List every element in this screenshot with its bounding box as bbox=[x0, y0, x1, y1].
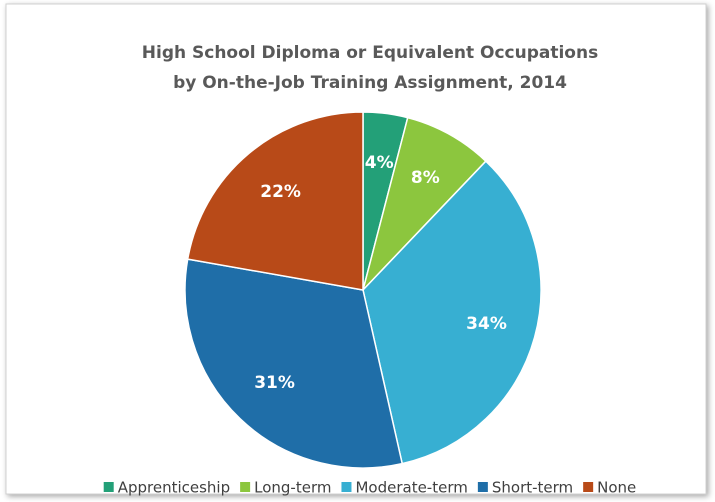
legend-swatch bbox=[240, 482, 251, 492]
legend-label: Apprenticeship bbox=[118, 479, 230, 497]
pie-slice bbox=[184, 258, 404, 469]
data-label: 4% bbox=[365, 153, 394, 173]
chart-title: High School Diploma or Equivalent Occupa… bbox=[142, 43, 598, 63]
legend-label: Short-term bbox=[492, 479, 573, 497]
legend-swatch bbox=[341, 482, 352, 492]
legend-swatch bbox=[477, 482, 488, 492]
data-label: 31% bbox=[254, 373, 295, 393]
pie-slice bbox=[186, 111, 364, 291]
chart-title: by On-the-Job Training Assignment, 2014 bbox=[173, 73, 567, 93]
legend-swatch bbox=[103, 482, 114, 492]
legend-label: Moderate-term bbox=[355, 479, 467, 497]
legend-label: None bbox=[597, 479, 636, 497]
pie-slice bbox=[362, 160, 542, 465]
legend-swatch bbox=[583, 482, 594, 492]
data-label: 8% bbox=[411, 168, 440, 188]
pie-slice bbox=[361, 116, 487, 293]
data-label: 22% bbox=[260, 182, 301, 202]
data-label: 34% bbox=[466, 314, 507, 334]
legend-label: Long-term bbox=[254, 479, 331, 497]
